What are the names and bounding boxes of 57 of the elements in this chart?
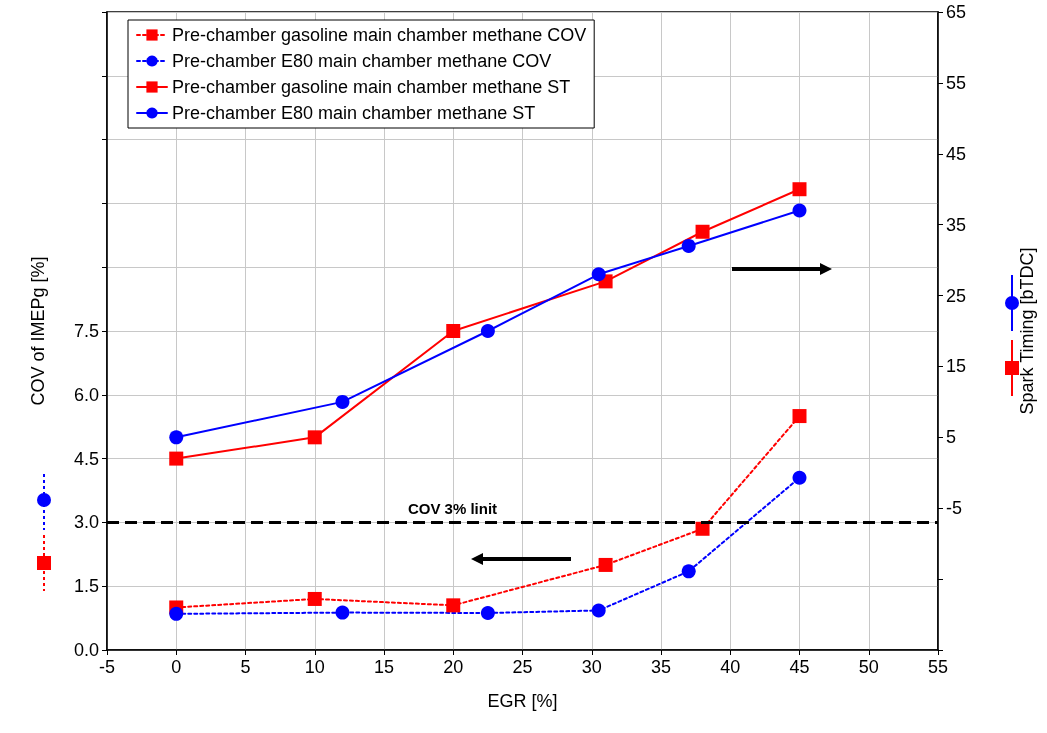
x-tick-label: 35: [650, 657, 672, 677]
legend-label: Pre-chamber gasoline main chamber methane ST: [172, 77, 571, 97]
point: [480, 324, 495, 338]
x-tick-label: -5: [98, 657, 116, 677]
point: [446, 324, 461, 338]
x-tick-label: 10: [304, 657, 325, 677]
y-tick-label: 6.0: [73, 384, 99, 405]
y2-tick-label: 55: [946, 72, 967, 93]
y2-tick-label: 25: [946, 285, 967, 306]
point: [681, 238, 696, 253]
y2-tick-label: 15: [946, 356, 967, 377]
point: [335, 394, 350, 409]
x-tick-label: 0: [171, 657, 182, 677]
x-tick-label: 45: [789, 657, 810, 677]
point: [695, 521, 710, 536]
x-tick-label: 50: [858, 657, 879, 677]
point: [681, 564, 696, 579]
legend-label: Pre-chamber gasoline main chamber methane COV: [172, 25, 587, 45]
y-tick-label: 0.0: [73, 640, 99, 660]
x-tick-label: 25: [512, 657, 533, 677]
point: [695, 224, 710, 239]
y-tick-label: 7.5: [73, 321, 99, 341]
point: [480, 606, 495, 620]
x-tick-label: 30: [581, 657, 602, 677]
point: [307, 591, 322, 606]
x-tick-label: 15: [373, 657, 395, 677]
point: [792, 470, 807, 485]
x-axis-title: EGR [%]: [487, 691, 558, 711]
point: [169, 606, 184, 621]
y-tick-label: 1.5: [73, 576, 99, 597]
x-tick-label: 5: [240, 657, 251, 677]
y2-tick-label: 45: [946, 143, 967, 164]
point: [598, 557, 613, 572]
point: [169, 451, 184, 466]
y-axis-title: COV of IMEPg [%]: [28, 256, 48, 406]
point: [335, 605, 350, 620]
y-tick-label: 3.0: [73, 512, 99, 533]
ref-line-label: COV 3% linit: [407, 500, 498, 518]
y2-axis-title: Spark Timing [bTDC]: [1017, 247, 1037, 415]
point: [307, 430, 322, 445]
x-tick-label: 40: [720, 657, 741, 677]
point: [591, 267, 606, 282]
y2-tick-label: 5: [946, 427, 957, 448]
legend-label: Pre-chamber E80 main chamber methane COV: [172, 51, 552, 71]
y2-tick-label: 65: [946, 2, 967, 22]
point: [792, 409, 807, 424]
point: [446, 598, 461, 613]
x-tick-label: 55: [927, 657, 949, 677]
point: [792, 182, 807, 197]
y-tick-label: 4.5: [73, 448, 99, 469]
y2-tick-label: -5: [946, 498, 963, 519]
x-tick-label: 20: [443, 657, 464, 677]
point: [591, 603, 606, 618]
y2-tick-label: 35: [946, 214, 967, 235]
legend-label: Pre-chamber E80 main chamber methane ST: [172, 103, 536, 123]
point: [792, 203, 807, 218]
point: [169, 430, 184, 445]
